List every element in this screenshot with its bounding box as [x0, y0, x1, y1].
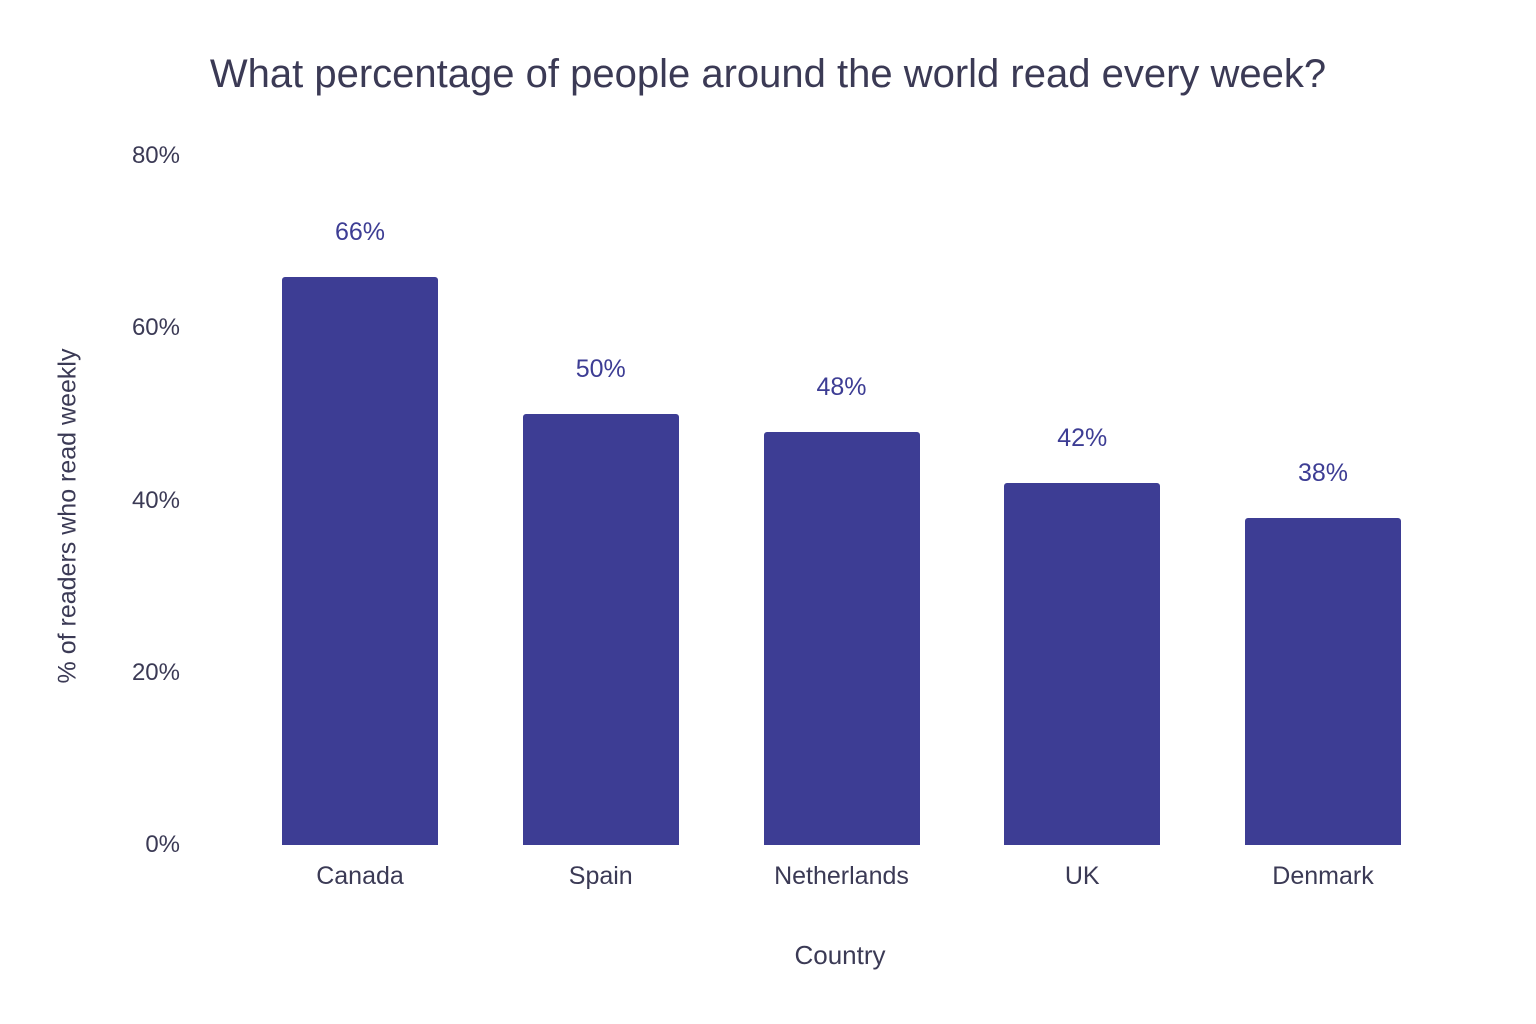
x-axis-label: Country: [794, 940, 886, 970]
x-tick: Canada: [316, 862, 404, 890]
bar-netherlands: [763, 431, 920, 845]
y-tick: 40%: [131, 487, 180, 514]
bar-uk: [1004, 483, 1161, 845]
bar-spain: [522, 414, 679, 845]
value-label: 50%: [575, 355, 626, 384]
x-tick: Denmark: [1272, 862, 1374, 890]
y-tick: 0%: [145, 831, 180, 858]
y-tick: 80%: [131, 142, 180, 169]
y-axis-label: % of readers who read weekly: [53, 348, 82, 684]
value-label: 66%: [334, 217, 386, 246]
x-tick: Netherlands: [774, 862, 909, 890]
value-label: 38%: [1297, 458, 1349, 487]
bar-denmark: [1245, 517, 1401, 845]
x-tick: Spain: [568, 862, 633, 890]
x-tick: UK: [1064, 862, 1100, 890]
bar-canada: [282, 276, 438, 845]
chart-title: What percentage of people around the wor…: [209, 52, 1327, 96]
y-tick: 20%: [131, 659, 180, 686]
y-tick: 60%: [131, 314, 180, 341]
value-label: 42%: [1057, 424, 1108, 453]
value-label: 48%: [816, 372, 867, 401]
